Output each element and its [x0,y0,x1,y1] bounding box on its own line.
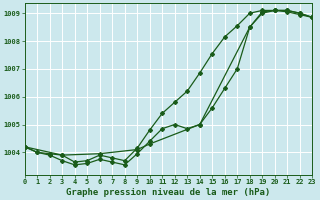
X-axis label: Graphe pression niveau de la mer (hPa): Graphe pression niveau de la mer (hPa) [66,188,271,197]
